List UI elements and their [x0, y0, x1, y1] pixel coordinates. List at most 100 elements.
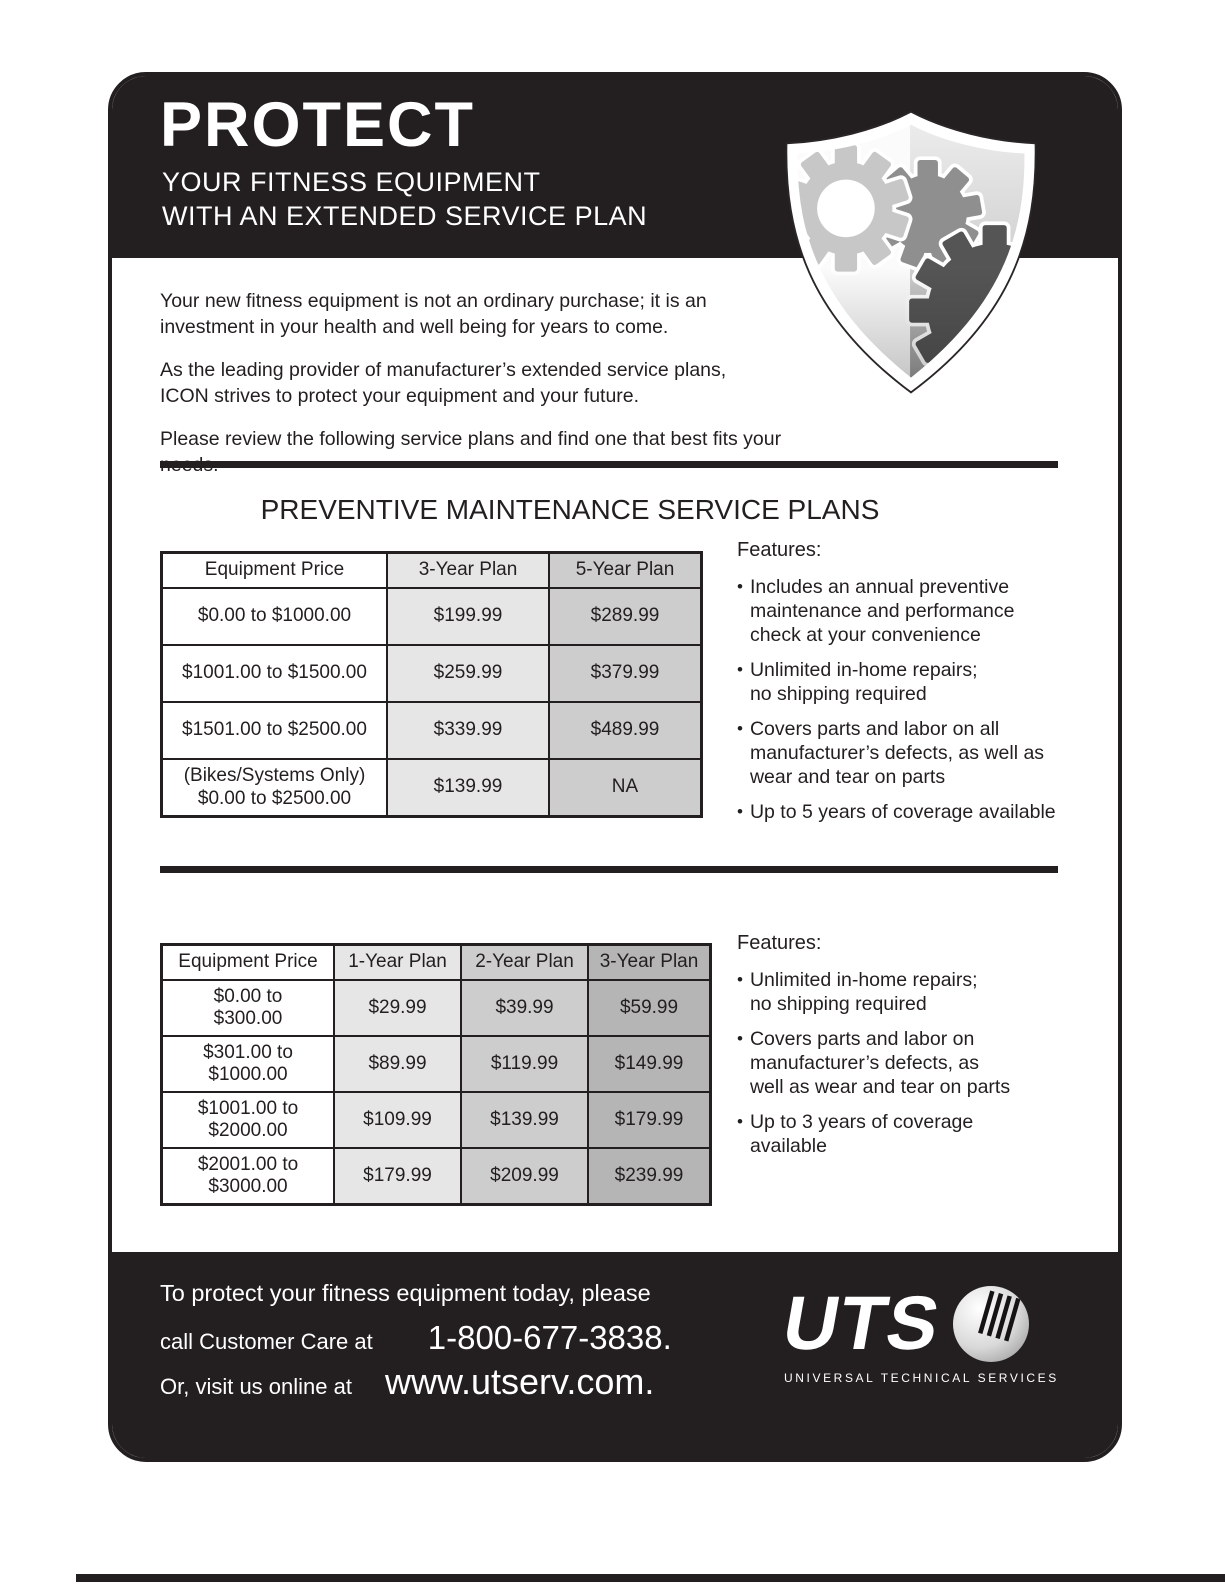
- footer-contact-block: To protect your fitness equipment today,…: [160, 1280, 672, 1407]
- preventive-maintenance-plans-table: Equipment Price 3-Year Plan 5-Year Plan …: [160, 551, 703, 818]
- column-header-equipment-price: Equipment Price: [160, 551, 388, 589]
- plan-price-cell: $149.99: [587, 1035, 712, 1093]
- plan-price-cell: $489.99: [548, 701, 703, 760]
- feature-item: • Covers parts and labor on all manufact…: [737, 717, 1082, 789]
- column-header-1-year-plan: 1-Year Plan: [333, 943, 462, 981]
- column-header-3-year-plan: 3-Year Plan: [587, 943, 712, 981]
- feature-text: Covers parts and labor on all manufactur…: [749, 718, 1045, 788]
- feature-text: Up to 5 years of coverage available: [749, 801, 1056, 823]
- feature-item: • Up to 3 years of coverage available: [737, 1110, 1082, 1158]
- plan-price-cell: $259.99: [386, 644, 550, 703]
- bullet-icon: •: [737, 970, 743, 989]
- plan-price-cell: $109.99: [333, 1091, 462, 1149]
- page-bottom-edge-line: [76, 1574, 1225, 1582]
- plan-price-cell: $199.99: [386, 587, 550, 646]
- plan-price-cell: $39.99: [460, 979, 589, 1037]
- plan-price-cell: $339.99: [386, 701, 550, 760]
- section-divider: [160, 461, 1058, 468]
- uts-logo-caption: UNIVERSAL TECHNICAL SERVICES: [784, 1371, 1059, 1385]
- feature-item: • Unlimited in-home repairs; no shipping…: [737, 968, 1082, 1016]
- feature-item: • Covers parts and labor on manufacturer…: [737, 1027, 1082, 1099]
- service-plan-flyer-card: PROTECT YOUR FITNESS EQUIPMENT WITH AN E…: [108, 72, 1122, 1462]
- features-list-extended: Features: • Unlimited in-home repairs; n…: [737, 931, 1082, 1169]
- footer-line1: To protect your fitness equipment today,…: [160, 1280, 651, 1306]
- plan-price-cell: $59.99: [587, 979, 712, 1037]
- plan-price-cell: $89.99: [333, 1035, 462, 1093]
- intro-paragraph-2: As the leading provider of manufacturer’…: [160, 359, 727, 407]
- feature-text: Covers parts and labor on manufacturer’s…: [749, 1028, 1011, 1098]
- website-url: www.utserv.com.: [384, 1361, 655, 1402]
- column-header-5-year-plan: 5-Year Plan: [548, 551, 703, 589]
- bullet-icon: •: [737, 660, 743, 679]
- table-header-row: Equipment Price 1-Year Plan 2-Year Plan …: [160, 943, 712, 981]
- plan-price-cell: $179.99: [587, 1091, 712, 1149]
- table-row: $301.00 to $1000.00 $89.99 $119.99 $149.…: [160, 1035, 712, 1093]
- uts-logo-row: UTS: [777, 1281, 1054, 1366]
- table-row: $1501.00 to $2500.00 $339.99 $489.99: [160, 701, 703, 760]
- shield-gears-icon: [762, 108, 1060, 398]
- table-row: $0.00 to $1000.00 $199.99 $289.99: [160, 587, 703, 646]
- section-title-preventive-maintenance: PREVENTIVE MAINTENANCE SERVICE PLANS: [260, 494, 880, 525]
- flyer-subtitle-line1: YOUR FITNESS EQUIPMENT: [162, 167, 541, 198]
- price-range-cell: $1001.00 to $1500.00: [160, 644, 388, 703]
- web-prefix: Or, visit us online at: [160, 1374, 352, 1399]
- plan-price-cell: $179.99: [333, 1147, 462, 1206]
- footer-line2: call Customer Care at 1-800-677-3838.: [160, 1319, 672, 1357]
- feature-item: • Unlimited in-home repairs; no shipping…: [737, 658, 1082, 706]
- bullet-icon: •: [737, 577, 743, 596]
- price-range-cell: (Bikes/Systems Only) $0.00 to $2500.00: [160, 758, 388, 818]
- table-row: $0.00 to $300.00 $29.99 $39.99 $59.99: [160, 979, 712, 1037]
- column-header-2-year-plan: 2-Year Plan: [460, 943, 589, 981]
- table-row: $2001.00 to $3000.00 $179.99 $209.99 $23…: [160, 1147, 712, 1206]
- flyer-footer: To protect your fitness equipment today,…: [112, 1252, 1118, 1458]
- price-range-cell: $0.00 to $1000.00: [160, 587, 388, 646]
- plan-price-cell: $379.99: [548, 644, 703, 703]
- footer-line3: Or, visit us online at www.utserv.com.: [160, 1361, 672, 1403]
- section-divider: [160, 866, 1058, 873]
- intro-text: Your new fitness equipment is not an ord…: [160, 288, 820, 495]
- features-heading: Features:: [737, 539, 822, 561]
- feature-text: Includes an annual preventive maintenanc…: [749, 576, 1015, 646]
- table-row: $1001.00 to $2000.00 $109.99 $139.99 $17…: [160, 1091, 712, 1149]
- flyer-title: PROTECT: [160, 90, 476, 160]
- extended-service-plans-table: Equipment Price 1-Year Plan 2-Year Plan …: [160, 943, 712, 1206]
- call-prefix: call Customer Care at: [160, 1329, 373, 1354]
- feature-item: • Includes an annual preventive maintena…: [737, 575, 1082, 647]
- plan-price-cell: NA: [548, 758, 703, 818]
- flyer-subtitle-line2: WITH AN EXTENDED SERVICE PLAN: [162, 200, 648, 231]
- plan-price-cell: $209.99: [460, 1147, 589, 1206]
- uts-globe-icon: [953, 1286, 1029, 1362]
- plan-price-cell: $139.99: [460, 1091, 589, 1149]
- table-header-row: Equipment Price 3-Year Plan 5-Year Plan: [160, 551, 703, 589]
- plan-price-cell: $139.99: [386, 758, 550, 818]
- uts-logo: UTS: [777, 1281, 1059, 1385]
- plan-price-cell: $239.99: [587, 1147, 712, 1206]
- customer-care-phone: 1-800-677-3838.: [427, 1319, 672, 1356]
- column-header-equipment-price: Equipment Price: [160, 943, 335, 981]
- feature-item: • Up to 5 years of coverage available: [737, 800, 1082, 824]
- plan-price-cell: $289.99: [548, 587, 703, 646]
- price-range-cell: $1501.00 to $2500.00: [160, 701, 388, 760]
- column-header-3-year-plan: 3-Year Plan: [386, 551, 550, 589]
- features-list-preventive: Features: • Includes an annual preventiv…: [737, 538, 1082, 835]
- price-range-cell: $0.00 to $300.00: [160, 979, 335, 1037]
- table-row: $1001.00 to $1500.00 $259.99 $379.99: [160, 644, 703, 703]
- intro-paragraph-1: Your new fitness equipment is not an ord…: [160, 290, 707, 338]
- plan-price-cell: $119.99: [460, 1035, 589, 1093]
- table-row: (Bikes/Systems Only) $0.00 to $2500.00 $…: [160, 758, 703, 818]
- price-range-cell: $1001.00 to $2000.00: [160, 1091, 335, 1149]
- bullet-icon: •: [737, 802, 743, 821]
- plan-price-cell: $29.99: [333, 979, 462, 1037]
- features-heading: Features:: [737, 932, 822, 954]
- price-range-cell: $301.00 to $1000.00: [160, 1035, 335, 1093]
- feature-text: Unlimited in-home repairs; no shipping r…: [749, 969, 978, 1015]
- price-range-cell: $2001.00 to $3000.00: [160, 1147, 335, 1206]
- uts-logo-text: UTS: [776, 1280, 947, 1366]
- feature-text: Up to 3 years of coverage available: [749, 1111, 974, 1157]
- bullet-icon: •: [737, 1112, 743, 1131]
- bullet-icon: •: [737, 1029, 743, 1048]
- intro-paragraph-3: Please review the following service plan…: [160, 428, 782, 476]
- bullet-icon: •: [737, 719, 743, 738]
- feature-text: Unlimited in-home repairs; no shipping r…: [749, 659, 978, 705]
